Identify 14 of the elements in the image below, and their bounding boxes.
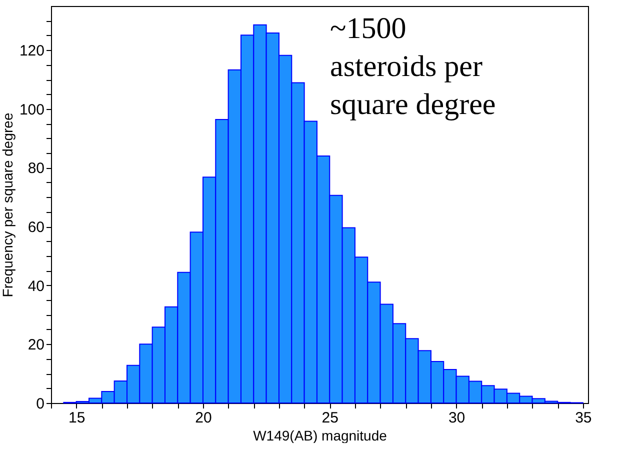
x-tick-label: 25 xyxy=(322,410,338,426)
y-axis-title: Frequency per square degree xyxy=(0,112,16,298)
x-tick-label: 35 xyxy=(575,410,592,426)
x-tick-label: 30 xyxy=(448,410,466,426)
x-tick-label: 20 xyxy=(195,410,212,426)
y-tick-label: 120 xyxy=(19,42,44,60)
y-tick-label: 20 xyxy=(28,336,44,354)
x-tick-label: 15 xyxy=(68,410,86,426)
y-tick-label: 0 xyxy=(36,396,44,412)
y-tick-label: 40 xyxy=(28,278,44,295)
y-tick-label: 80 xyxy=(28,160,44,178)
y-tick-label: 100 xyxy=(19,101,44,118)
y-tick-label: 60 xyxy=(28,219,44,236)
annotation: ~1500 asteroids per square degree xyxy=(330,12,496,121)
